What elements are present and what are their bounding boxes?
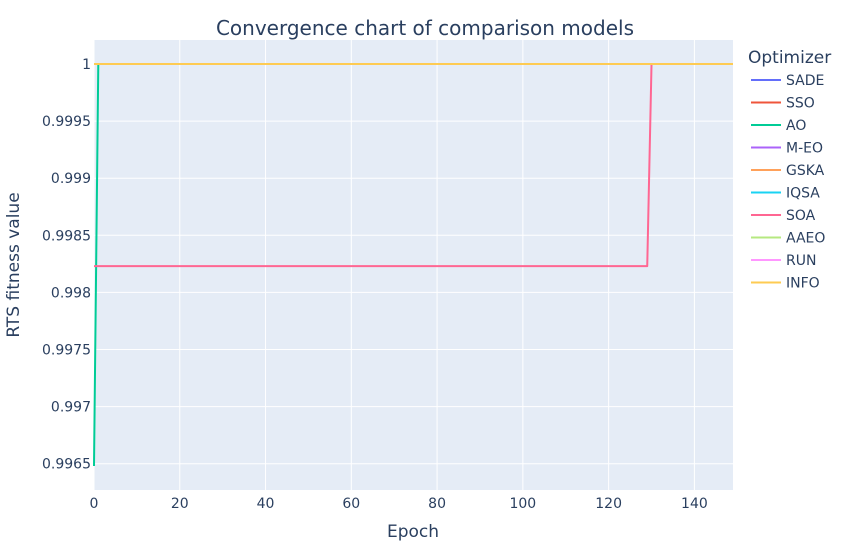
legend-item-run[interactable]: RUN: [751, 253, 816, 269]
y-tick-label: 0.998: [51, 285, 91, 301]
x-tick-label: 0: [90, 496, 99, 512]
x-tick-label: 60: [342, 496, 360, 512]
legend[interactable]: Optimizer SADE SSO AO M-EO GSKA IQSA SOA AAEO RU…: [748, 48, 831, 292]
legend-label: SADE: [786, 73, 824, 89]
x-tick-label: 40: [257, 496, 275, 512]
legend-item-sade[interactable]: SADE: [751, 73, 824, 89]
legend-title: Optimizer: [748, 48, 831, 68]
legend-label: INFO: [786, 276, 820, 292]
x-axis-title: Epoch: [387, 522, 439, 542]
legend-label: AO: [786, 118, 806, 134]
legend-item-sso[interactable]: SSO: [751, 96, 815, 112]
x-tick-label: 20: [171, 496, 189, 512]
legend-label: SSO: [786, 96, 815, 112]
y-tick-label: 0.9995: [42, 114, 91, 130]
legend-item-gska[interactable]: GSKA: [751, 163, 825, 179]
x-tick-label: 100: [509, 496, 536, 512]
grid-lines: [93, 40, 733, 490]
y-axis-title: RTS fitness value: [4, 192, 24, 337]
y-tick-label: 1: [82, 57, 91, 73]
y-tick-label: 0.9975: [42, 343, 91, 359]
legend-label: IQSA: [786, 186, 820, 202]
y-axis-ticks: 0.9965 0.997 0.9975 0.998 0.9985 0.999 0.9995 1: [42, 57, 91, 473]
plot-area: [94, 40, 733, 490]
y-tick-label: 0.9965: [42, 457, 91, 473]
x-axis-ticks: 0 20 40 60 80 100 120 140: [90, 496, 708, 512]
legend-item-ao[interactable]: AO: [751, 118, 806, 134]
x-tick-label: 120: [595, 496, 622, 512]
legend-label: RUN: [786, 253, 816, 269]
legend-item-info[interactable]: INFO: [751, 276, 820, 292]
legend-item-aaeo[interactable]: AAEO: [751, 231, 825, 247]
y-tick-label: 0.999: [51, 171, 91, 187]
legend-label: AAEO: [786, 231, 825, 247]
y-tick-label: 0.9985: [42, 228, 91, 244]
legend-label: SOA: [786, 208, 816, 224]
legend-item-iqsa[interactable]: IQSA: [751, 186, 820, 202]
series-lines: [93, 62, 733, 467]
y-tick-label: 0.997: [51, 400, 91, 416]
chart-title: Convergence chart of comparison models: [216, 16, 634, 40]
legend-label: M-EO: [786, 141, 823, 157]
legend-label: GSKA: [786, 163, 825, 179]
legend-item-m-eo[interactable]: M-EO: [751, 141, 823, 157]
x-tick-label: 80: [428, 496, 446, 512]
legend-item-soa[interactable]: SOA: [751, 208, 816, 224]
x-tick-label: 140: [681, 496, 708, 512]
